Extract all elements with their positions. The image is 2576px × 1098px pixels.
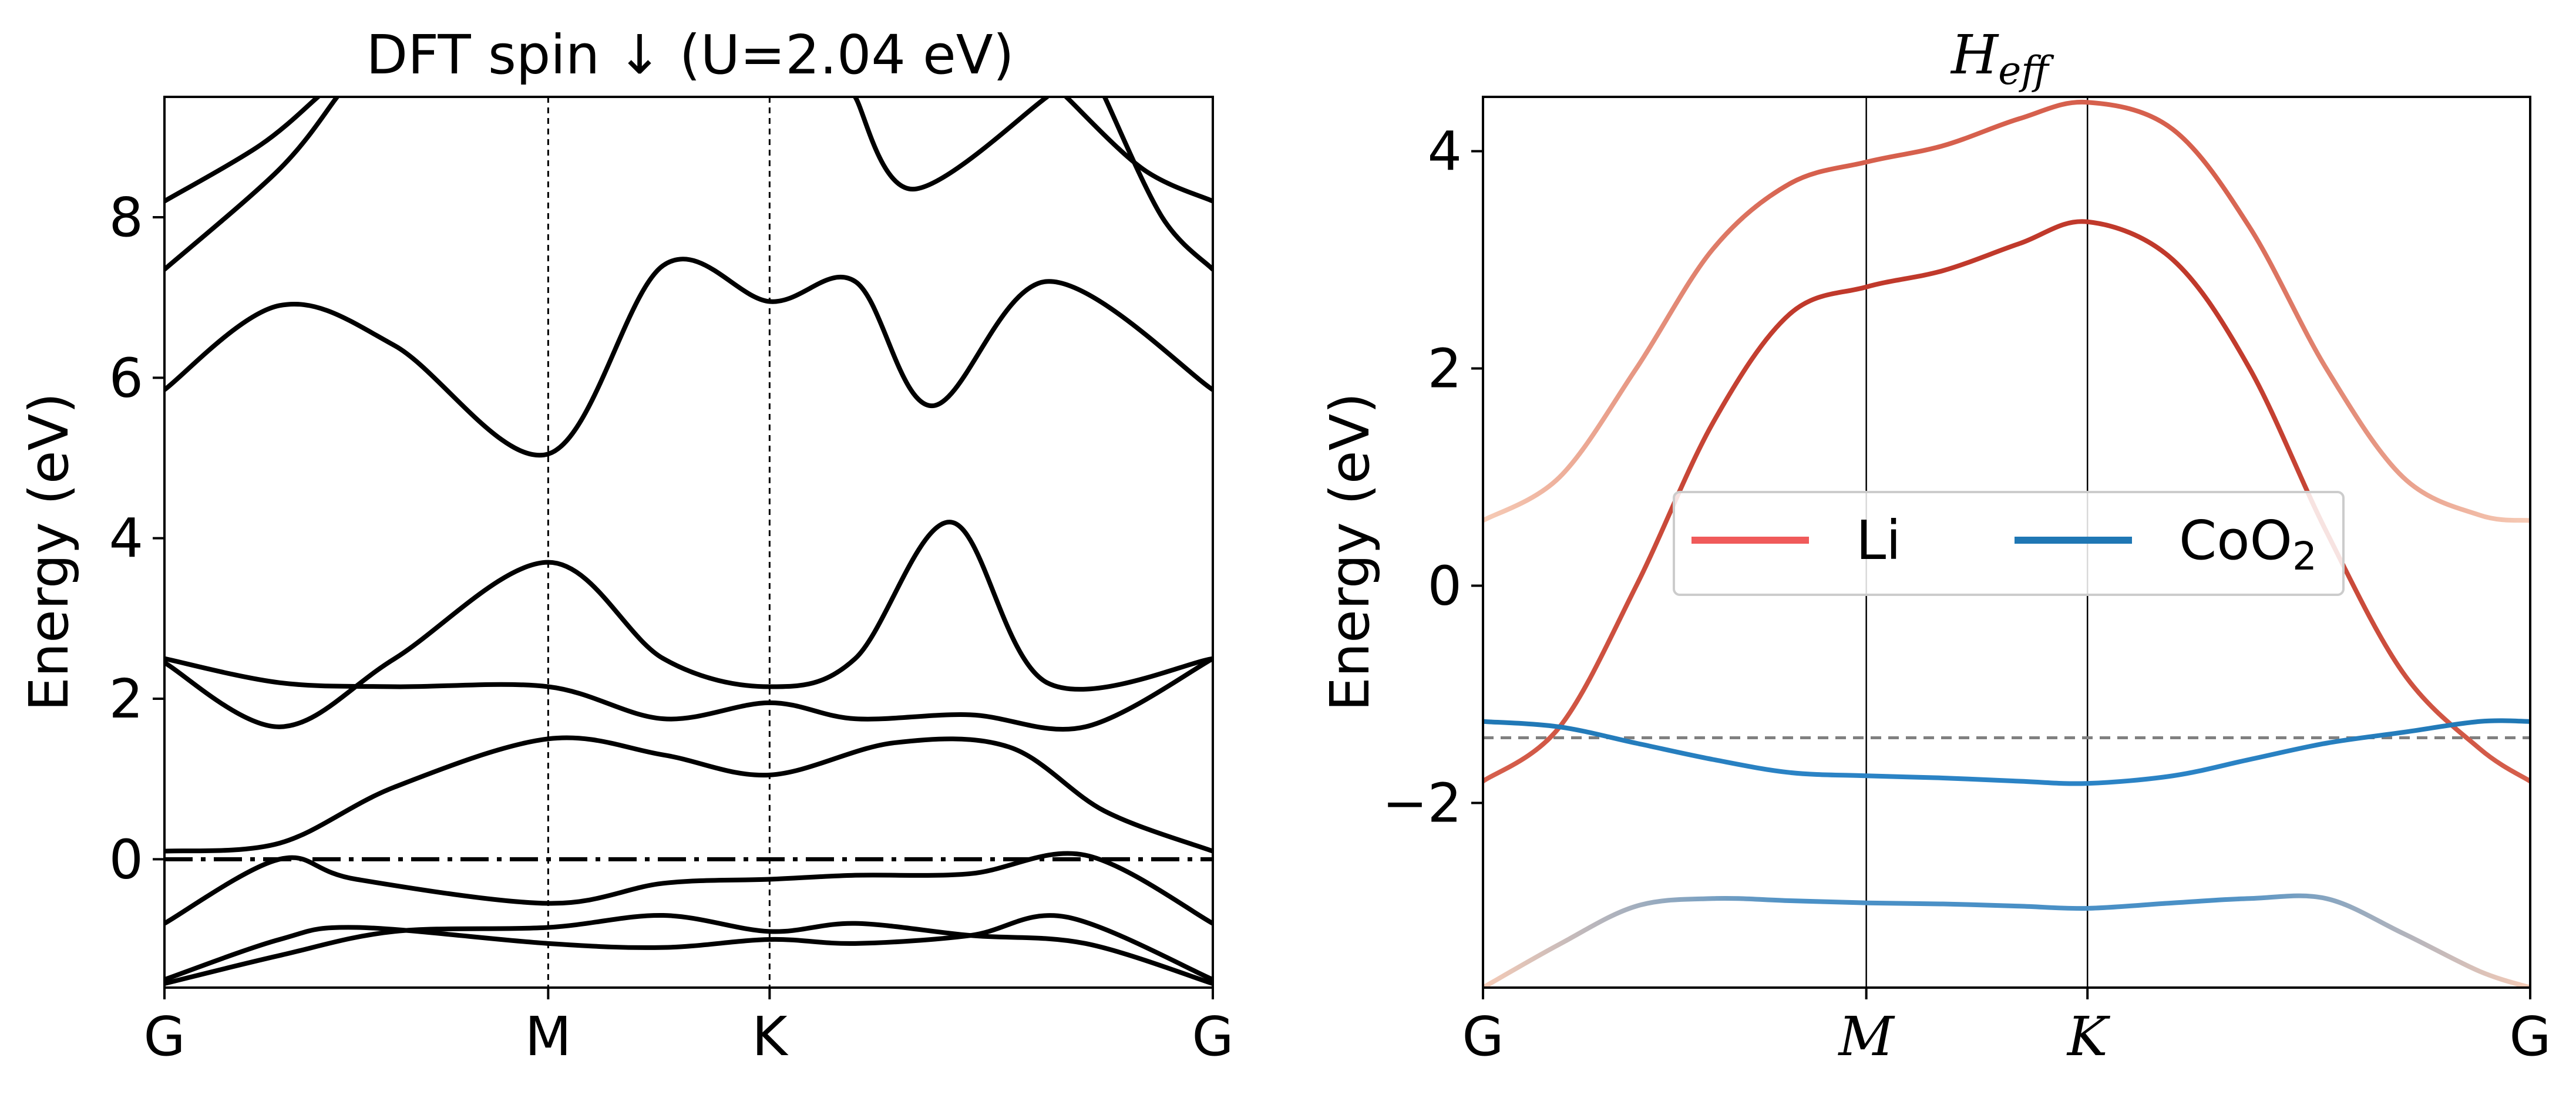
legend: Li CoO2 [1673,491,2345,596]
left-xtick-label: M [525,1005,571,1068]
left-band-line [164,520,1213,729]
legend-label-li: Li [1856,509,1901,572]
right-title-base: H [1950,23,1999,86]
right-ytick-label: −2 [1382,772,1462,835]
left-ytick-label: 2 [109,668,143,730]
right-ytick-label: 4 [1427,120,1462,183]
left-band-line [164,912,1213,986]
left-ytick-label: 6 [109,346,143,409]
right-ytick-label: 2 [1427,338,1462,400]
panel-left: DFT spin ↓ (U=2.04 eV) Energy (eV) 0 2 4 6 8… [18,23,1234,1068]
right-band-line [1483,893,2530,988]
legend-label-coo2: CoO2 [2179,509,2317,579]
legend-box [1673,491,2345,596]
legend-label-coo2-base: CoO [2179,509,2292,572]
legend-label-coo2-sub: 2 [2292,534,2317,579]
left-band-line [164,913,1213,982]
right-xtick-label: G [1462,1005,1504,1068]
right-xtick-label: K [2066,1005,2111,1068]
right-xtick-label: M [1838,1005,1896,1068]
right-xtick-label: G [2509,1005,2551,1068]
left-ytick-label: 8 [109,186,143,249]
left-ytick-label: 4 [109,507,143,570]
right-axes-frame [1482,96,2531,989]
left-band-line [1102,97,1213,272]
right-band-line [1483,99,2530,523]
left-plot-area: 0 2 4 6 8 G M K G [109,96,1234,1068]
right-band-line [1483,219,2530,784]
left-band-line [164,257,1213,458]
left-ytick-label: 0 [109,828,143,891]
left-title: DFT spin ↓ (U=2.04 eV) [366,23,1014,86]
left-ylabel: Energy (eV) [18,393,80,712]
left-xtick-label: K [752,1005,789,1068]
right-plot-area: −2 0 2 4 G M K G [1382,96,2551,1068]
right-ylabel: Energy (eV) [1319,393,1381,712]
right-title-sub: eff [1998,48,2054,93]
left-xtick-label: G [1192,1005,1233,1068]
left-band-line [164,735,1213,854]
right-title: Heff [1950,23,2054,93]
left-band-line [164,97,321,204]
left-band-line [164,656,1213,732]
right-band-line [1483,718,2530,786]
left-band-line [164,851,1213,926]
left-band-line [164,97,340,272]
left-xtick-label: G [143,1005,185,1068]
left-axes-frame [163,96,1214,989]
right-ytick-label: 0 [1427,555,1462,618]
left-band-line [1064,97,1213,204]
left-band-line [853,97,1050,192]
